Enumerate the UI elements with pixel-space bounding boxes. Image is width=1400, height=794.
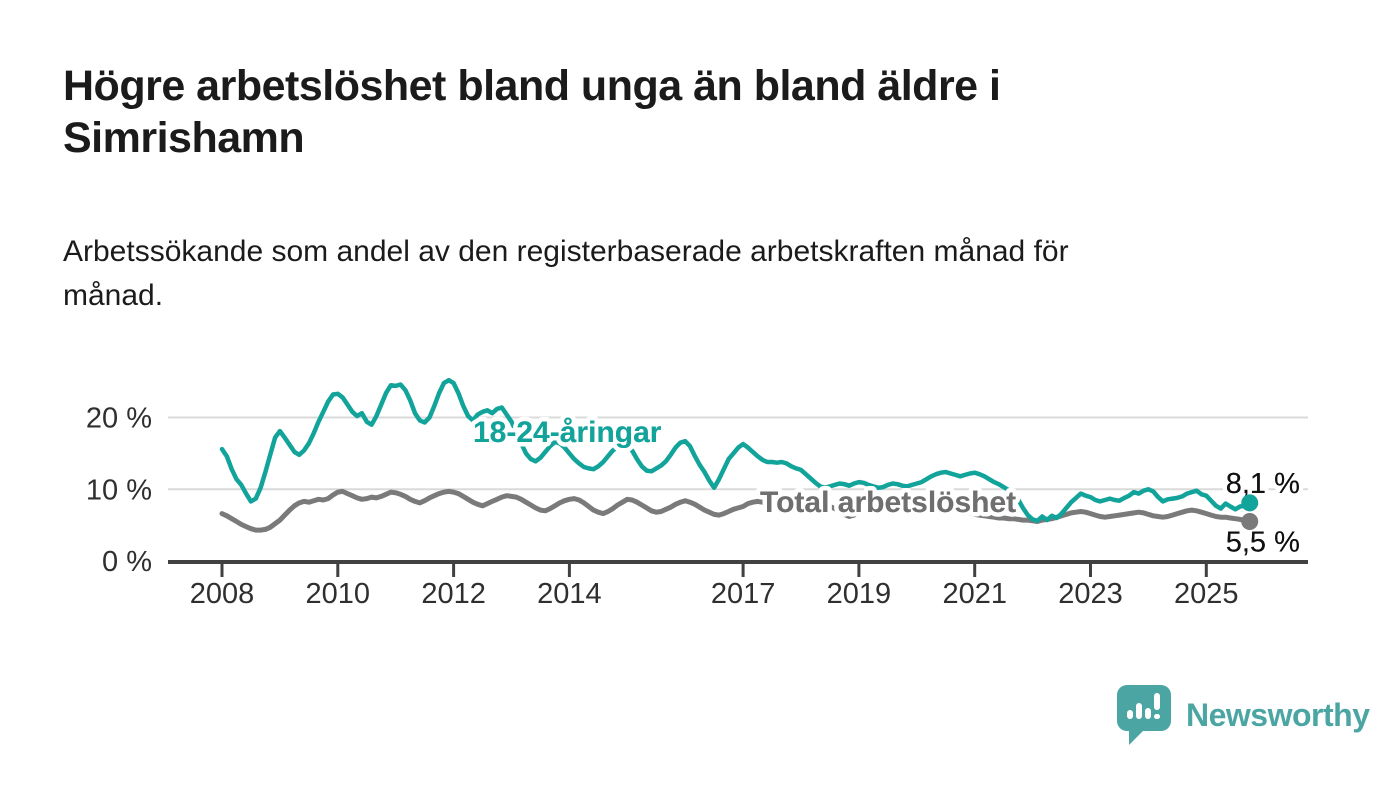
y-axis-label-20: 20 % bbox=[86, 403, 152, 435]
x-axis-label-2010: 2010 bbox=[306, 578, 371, 610]
x-axis-label-2008: 2008 bbox=[190, 578, 255, 610]
end-value-label-0-halo: 5,5 % bbox=[1226, 527, 1300, 559]
x-axis-label-2017: 2017 bbox=[711, 578, 776, 610]
series-label-1: 18-24-åringar bbox=[473, 416, 662, 449]
series-label-0: Total arbetslöshet bbox=[760, 486, 1016, 519]
end-dot-0 bbox=[1241, 513, 1259, 531]
brand-name: Newsworthy bbox=[1186, 696, 1370, 733]
bar-chart-icon bbox=[1127, 710, 1133, 719]
end-value-label-1: 8,1 % bbox=[1226, 468, 1300, 500]
series-label-0-halo: Total arbetslöshet bbox=[760, 486, 1016, 519]
series-label-1-halo: 18-24-åringar bbox=[473, 416, 662, 449]
bar-chart-icon bbox=[1145, 708, 1151, 719]
series-line-1 bbox=[219, 377, 1252, 524]
y-axis-label-0: 0 % bbox=[102, 546, 152, 578]
newsworthy-logo: Newsworthy bbox=[1116, 684, 1370, 746]
end-value-label-0: 5,5 % bbox=[1226, 527, 1300, 559]
x-axis-label-2025: 2025 bbox=[1174, 578, 1239, 610]
x-axis-label-2023: 2023 bbox=[1058, 578, 1123, 610]
x-axis-label-2012: 2012 bbox=[421, 578, 486, 610]
exclamation-dot bbox=[1154, 714, 1160, 719]
newsworthy-bubble-icon bbox=[1117, 685, 1171, 745]
speech-bubble-shape bbox=[1117, 685, 1171, 745]
x-axis-label-2021: 2021 bbox=[942, 578, 1007, 610]
series-line-0 bbox=[219, 488, 1253, 533]
end-value-label-1-halo: 8,1 % bbox=[1226, 468, 1300, 500]
exclamation-icon bbox=[1154, 693, 1160, 710]
y-axis-label-10: 10 % bbox=[86, 474, 152, 506]
x-axis-label-2014: 2014 bbox=[537, 578, 602, 610]
end-dot-1 bbox=[1241, 494, 1259, 512]
page-title: Högre arbetslöshet bland unga än bland ä… bbox=[63, 62, 1001, 163]
chart-subtitle: Arbetssökande som andel av den registerb… bbox=[63, 235, 1069, 312]
bar-chart-icon bbox=[1136, 703, 1142, 719]
x-axis-label-2019: 2019 bbox=[827, 578, 892, 610]
